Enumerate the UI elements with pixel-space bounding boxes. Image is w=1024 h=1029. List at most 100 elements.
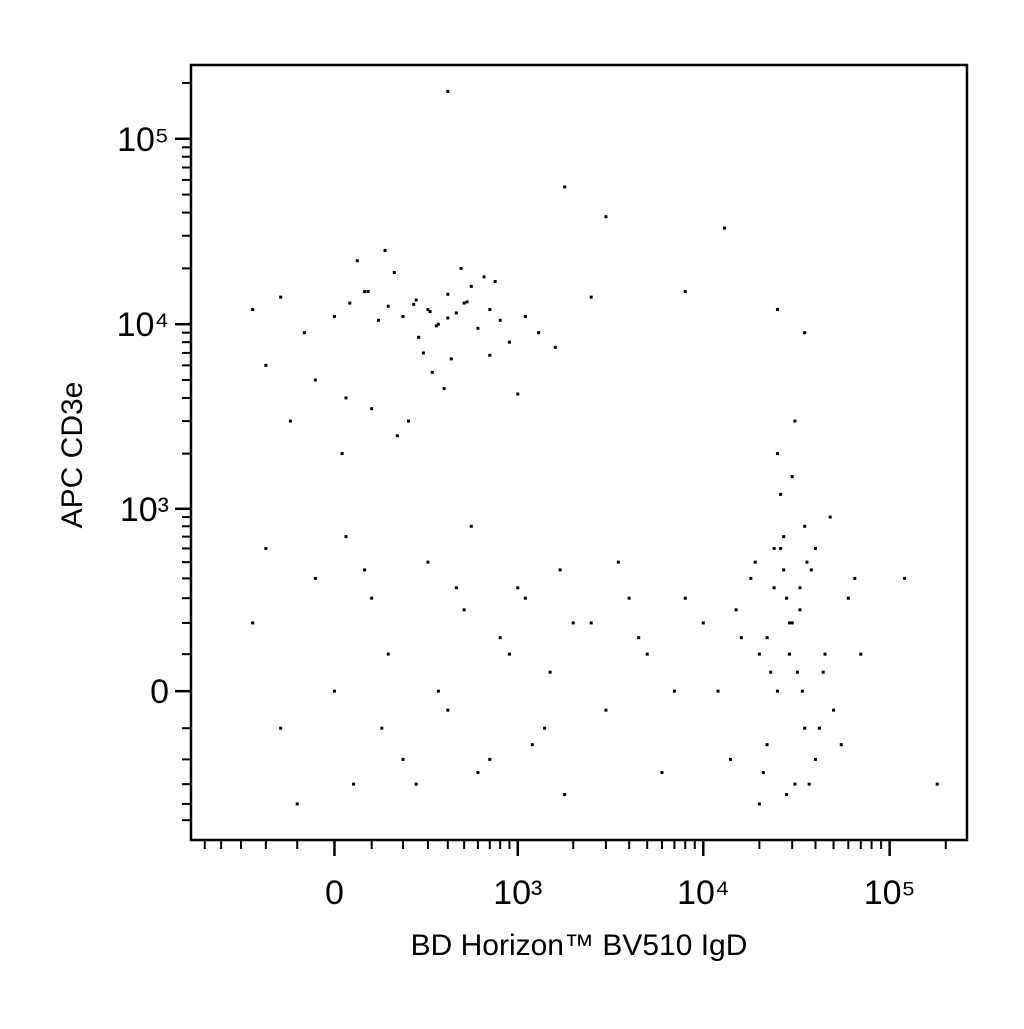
plot-frame [189, 63, 969, 842]
event-dot [798, 608, 802, 612]
event-dot [798, 586, 802, 590]
x-tick-label: 10⁴ [677, 874, 729, 912]
event-dot [288, 419, 292, 423]
event-dot [793, 782, 797, 786]
event-dot [787, 652, 791, 656]
event-dot [395, 434, 399, 438]
event-dot [604, 708, 608, 712]
event-dot [264, 546, 268, 550]
event-dot [563, 793, 567, 797]
event-dot [426, 560, 430, 564]
event-dot [469, 524, 473, 528]
event-dot [839, 743, 843, 747]
event-dot [765, 743, 769, 747]
event-dot [446, 708, 450, 712]
event-dot [772, 546, 776, 550]
event-dot [428, 310, 432, 314]
event-dot [543, 726, 547, 730]
event-dot [769, 670, 773, 674]
event-dot [787, 621, 791, 625]
x-axis-label: BD Horizon™ BV510 IgD [411, 929, 748, 962]
event-dot [563, 185, 567, 189]
event-dot [790, 475, 794, 479]
event-dot [537, 331, 541, 335]
event-dot [380, 726, 384, 730]
event-dot [553, 345, 557, 349]
event-dot [782, 535, 786, 539]
event-dot [660, 770, 664, 774]
y-tick-label: 10³ [120, 491, 169, 529]
event-dot [462, 301, 466, 305]
event-dot [765, 636, 769, 640]
event-dot [753, 560, 757, 564]
y-tick-label: 10⁵ [117, 121, 169, 159]
event-dot [449, 357, 453, 361]
event-dot [672, 689, 676, 693]
event-dot [800, 689, 804, 693]
event-dot [571, 621, 575, 625]
event-dot [716, 689, 720, 693]
event-dot [817, 726, 821, 730]
event-dot [406, 419, 410, 423]
event-dot [332, 315, 336, 319]
event-dot [454, 586, 458, 590]
event-dot [446, 292, 450, 296]
event-dot [251, 621, 255, 625]
event-dot [530, 743, 534, 747]
event-dot [589, 621, 593, 625]
event-dot [775, 452, 779, 456]
event-dot [734, 608, 738, 612]
event-dot [790, 621, 794, 625]
event-dot [807, 782, 811, 786]
event-dot [295, 802, 299, 806]
event-dot [616, 560, 620, 564]
event-dot [370, 407, 374, 411]
event-dot [558, 568, 562, 572]
x-tick-label: 10³ [493, 874, 542, 912]
event-dot [344, 396, 348, 400]
event-dot [352, 782, 356, 786]
event-dot [604, 215, 608, 219]
event-dot [279, 295, 283, 299]
event-dot [507, 652, 511, 656]
event-dot [434, 324, 438, 328]
event-dot [757, 802, 761, 806]
event-dot [446, 89, 450, 93]
event-dot [313, 378, 317, 382]
event-dot [683, 290, 687, 294]
event-dot [340, 452, 344, 456]
event-dot [386, 652, 390, 656]
event-dot [476, 326, 480, 330]
event-dot [392, 271, 396, 275]
event-dot [701, 621, 705, 625]
event-dot [757, 652, 761, 656]
event-dot [386, 304, 390, 308]
event-dot [846, 596, 850, 600]
event-dot [430, 370, 434, 374]
event-dot [785, 596, 789, 600]
event-dot [935, 782, 939, 786]
event-dot [805, 560, 809, 564]
event-dot [401, 757, 405, 761]
event-dot [332, 689, 336, 693]
event-dot [344, 535, 348, 539]
event-dot [363, 290, 367, 294]
event-dot [523, 315, 527, 319]
x-tick-label: 0 [325, 874, 344, 912]
event-dot [729, 757, 733, 761]
event-dot [507, 340, 511, 344]
event-dot [436, 689, 440, 693]
event-dot [772, 586, 776, 590]
event-dot [683, 596, 687, 600]
event-dot [488, 308, 492, 312]
event-dot [645, 652, 649, 656]
event-dot [809, 568, 813, 572]
event-dot [516, 392, 520, 396]
event-dot [637, 636, 641, 640]
event-dot [469, 284, 473, 288]
event-dot [462, 608, 466, 612]
event-dot [493, 279, 497, 283]
event-dot [302, 331, 306, 335]
event-dot [821, 670, 825, 674]
y-tick-label: 0 [150, 673, 169, 711]
